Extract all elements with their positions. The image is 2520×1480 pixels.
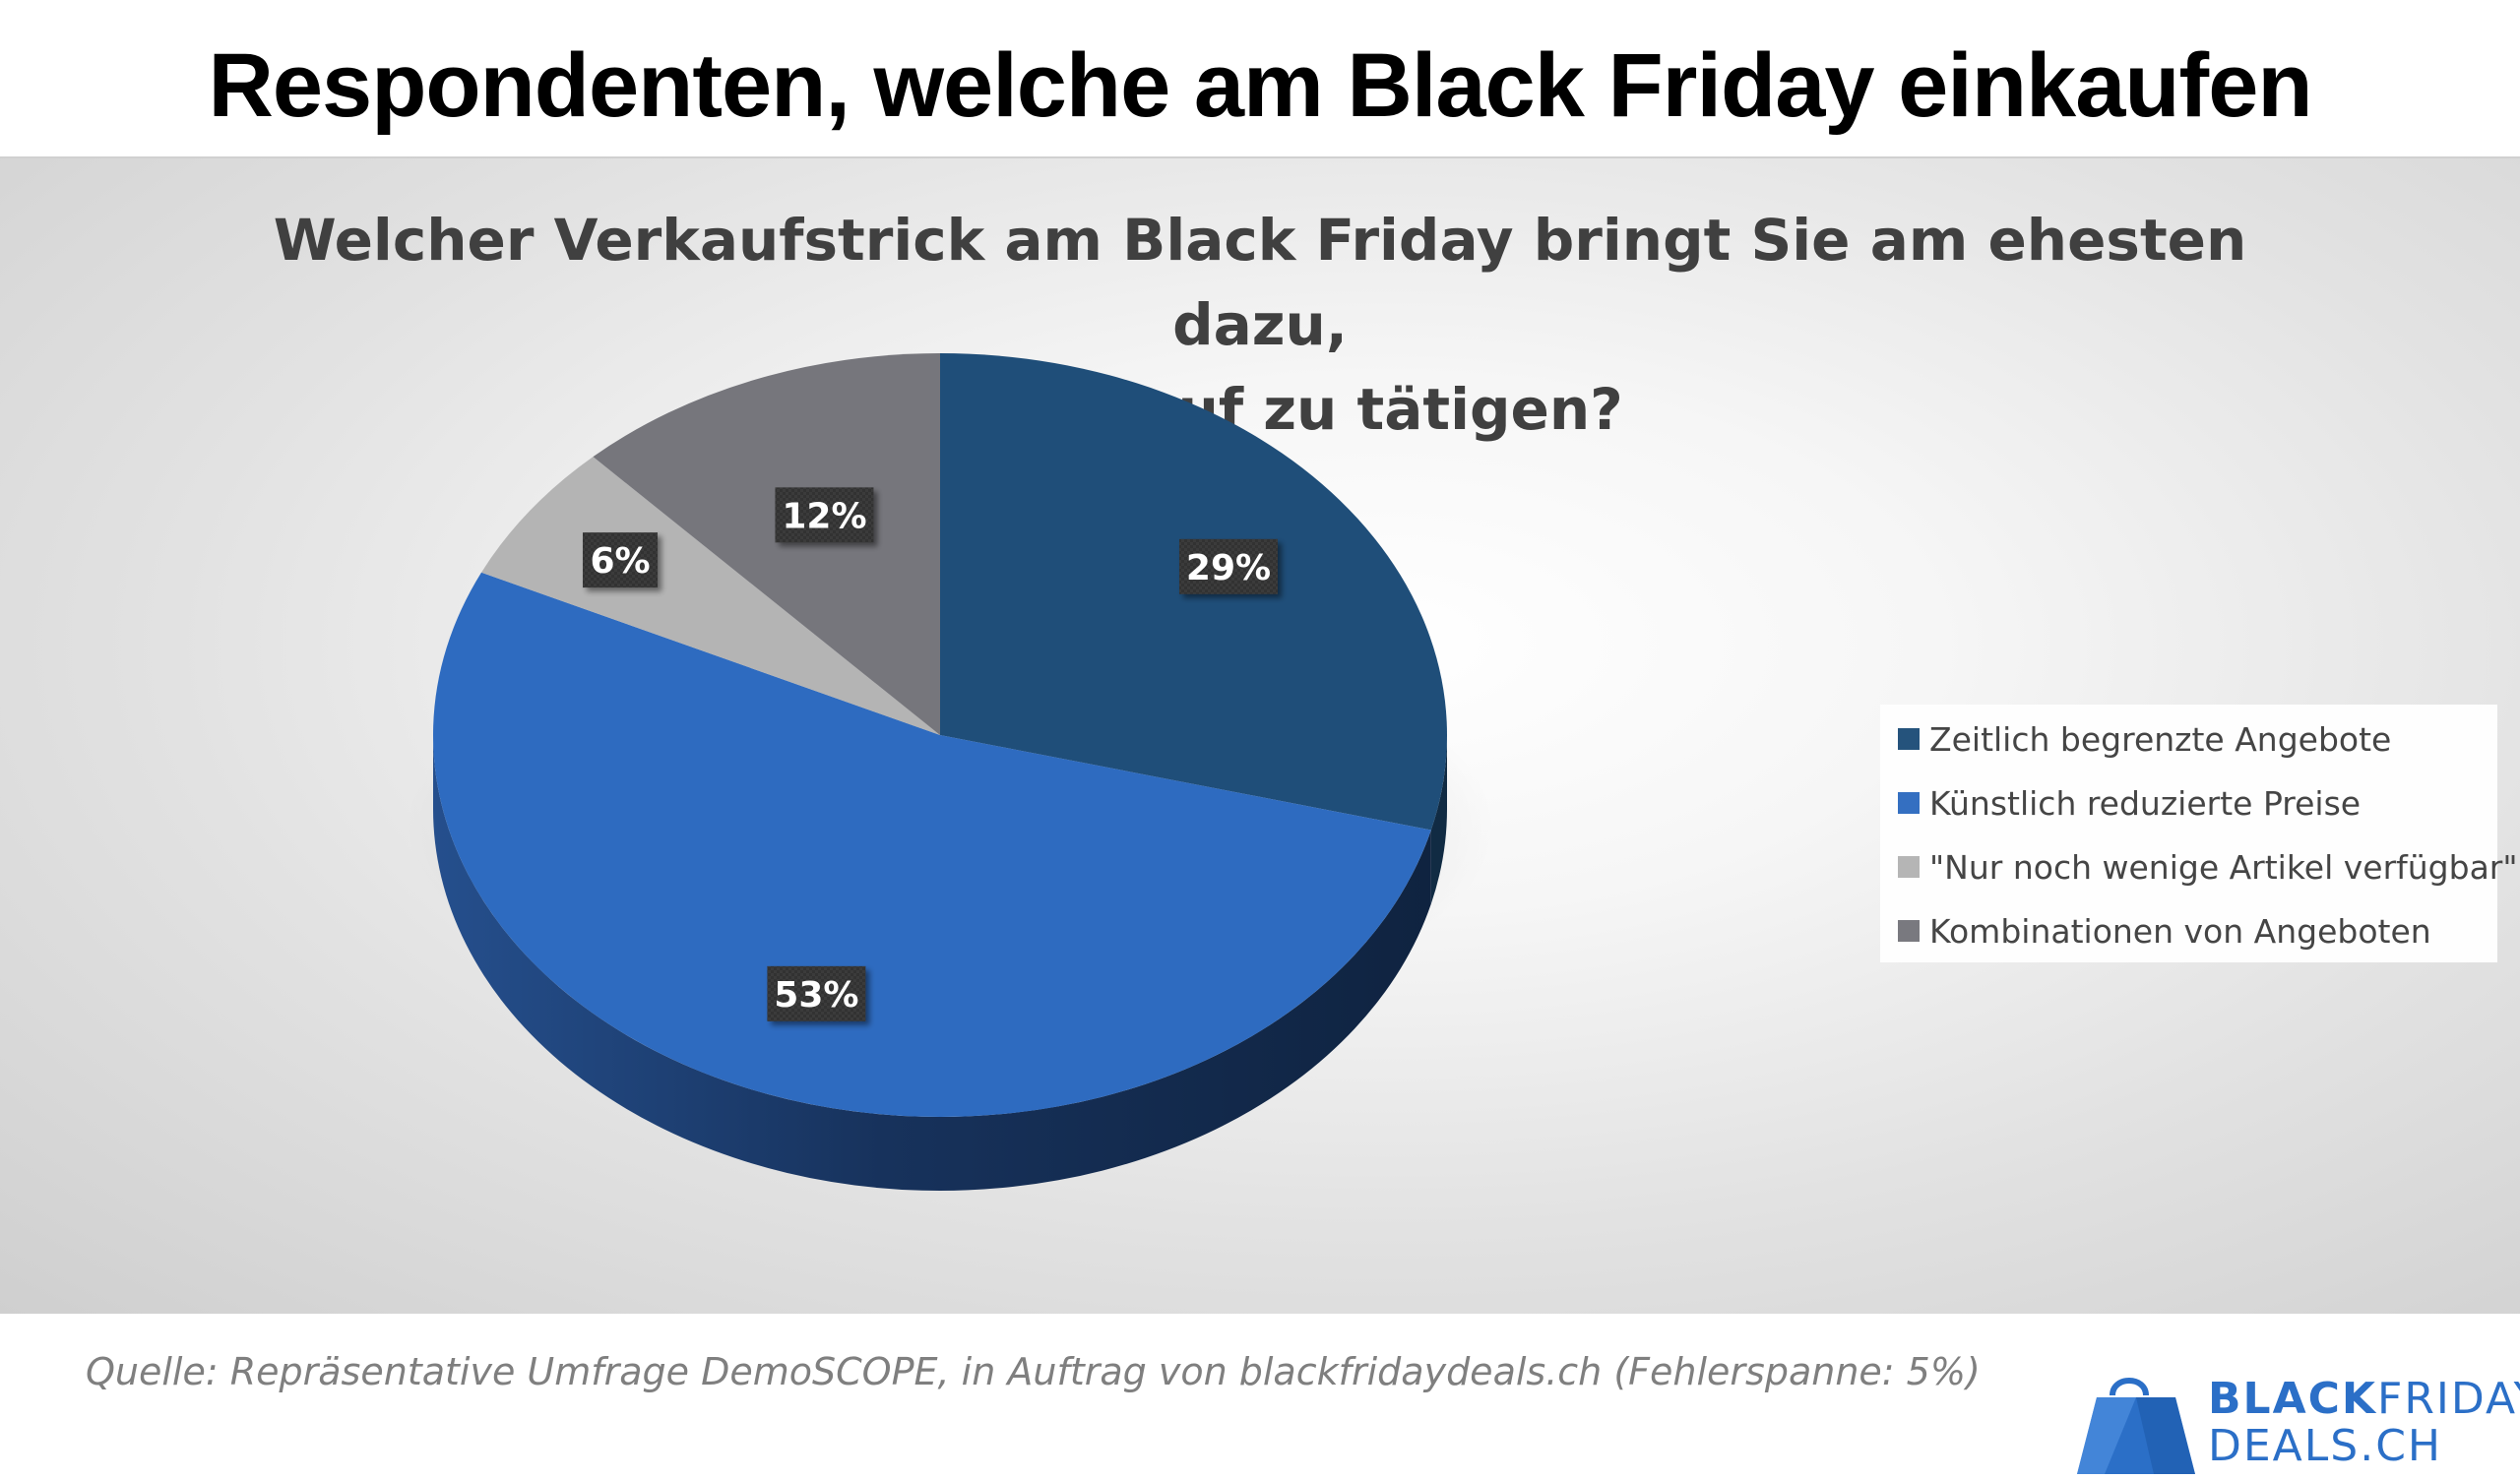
page-title: Respondenten, welche am Black Friday ein… bbox=[208, 35, 2312, 136]
legend-label: Kombinationen von Angeboten bbox=[1929, 911, 2431, 951]
data-label-text: 6% bbox=[590, 541, 650, 582]
data-label-text: 29% bbox=[1186, 548, 1271, 588]
pie-chart: 29% 53% 6% 12% bbox=[404, 353, 1496, 1191]
pie-slice-2 bbox=[432, 572, 1431, 1118]
pie-slice-4 bbox=[593, 353, 940, 735]
shopping-bag-icon bbox=[2077, 1378, 2195, 1474]
logo-line-2: DEALS.CH bbox=[2208, 1421, 2443, 1471]
data-label-1: 29% bbox=[1178, 538, 1278, 594]
chart-panel: Welcher Verkaufstrick am Black Friday br… bbox=[0, 156, 2520, 1314]
data-label-3: 6% bbox=[583, 532, 659, 588]
data-label-box bbox=[583, 532, 659, 588]
pie-side-slice-2 bbox=[433, 735, 1431, 1191]
pie-data-labels: 29% 53% 6% 12% bbox=[583, 487, 1278, 1021]
logo-line-1: BLACKFRIDAY bbox=[2208, 1374, 2520, 1424]
legend-item-4: Kombinationen von Angeboten bbox=[1898, 911, 2431, 951]
legend-swatch bbox=[1898, 792, 1920, 814]
data-label-box bbox=[767, 965, 866, 1021]
legend-item-3: "Nur noch wenige Artikel verfügbar" bbox=[1898, 847, 2518, 887]
data-label-box bbox=[775, 487, 874, 543]
chart-title-line-1: Welcher Verkaufstrick am Black Friday br… bbox=[273, 207, 2247, 358]
brand-logo: BLACKFRIDAY DEALS.CH bbox=[2075, 1368, 2520, 1476]
legend-label: Künstlich reduzierte Preise bbox=[1929, 783, 2362, 823]
legend-swatch bbox=[1898, 920, 1920, 942]
pie-sides bbox=[433, 735, 1447, 1191]
data-label-2: 53% bbox=[767, 965, 866, 1021]
legend-label: "Nur noch wenige Artikel verfügbar" bbox=[1929, 847, 2518, 887]
data-label-box bbox=[1178, 538, 1278, 594]
legend-label: Zeitlich begrenzte Angebote bbox=[1929, 719, 2392, 759]
legend: Zeitlich begrenzte Angebote Künstlich red… bbox=[1880, 705, 2518, 962]
logo-friday-text: FRIDAY bbox=[2377, 1374, 2520, 1424]
data-label-text: 53% bbox=[774, 975, 858, 1016]
logo-black-text: BLACK bbox=[2208, 1374, 2378, 1424]
pie-slice-3 bbox=[481, 457, 940, 735]
source-note: Quelle: Repräsentative Umfrage DemoSCOPE… bbox=[86, 1350, 1981, 1393]
legend-item-2: Künstlich reduzierte Preise bbox=[1898, 783, 2361, 823]
pie-side-slice-1 bbox=[1430, 735, 1447, 904]
legend-swatch bbox=[1898, 728, 1920, 750]
legend-swatch bbox=[1898, 856, 1920, 878]
pie-top bbox=[432, 353, 1447, 1118]
data-label-text: 12% bbox=[782, 496, 866, 536]
data-label-4: 12% bbox=[775, 487, 874, 543]
legend-item-1: Zeitlich begrenzte Angebote bbox=[1898, 719, 2391, 759]
